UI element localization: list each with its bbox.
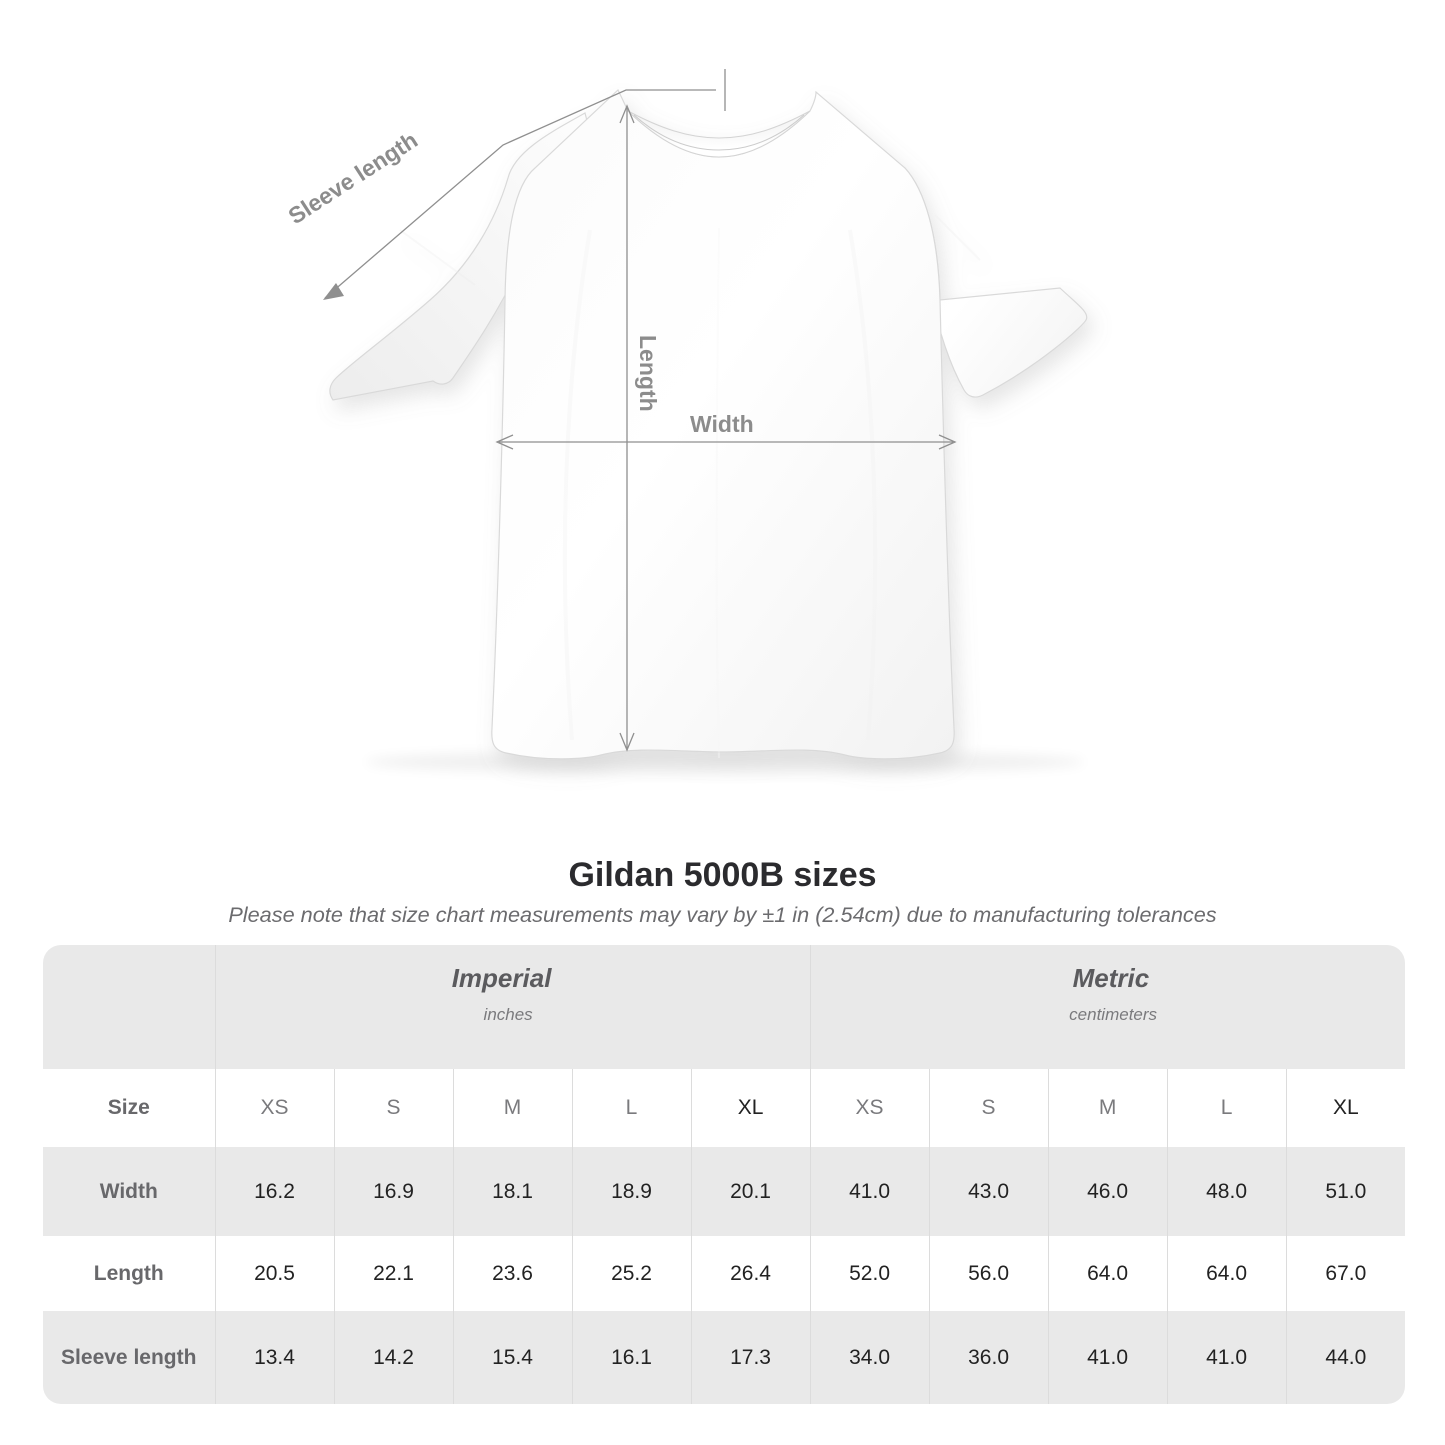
svg-text:Width: Width bbox=[690, 411, 754, 437]
svg-text:Length: Length bbox=[635, 335, 661, 412]
svg-text:Sleeve length: Sleeve length bbox=[284, 127, 423, 230]
